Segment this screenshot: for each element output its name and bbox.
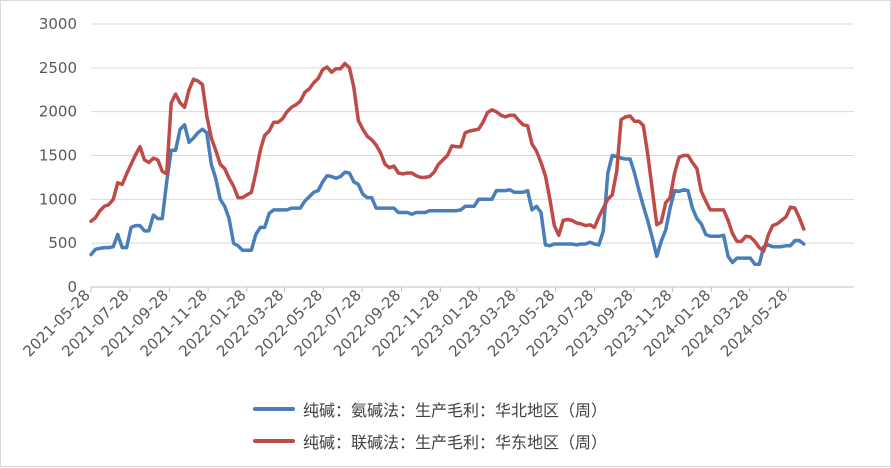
series-line-2 [89, 61, 806, 253]
y-tick-label: 2000 [39, 103, 77, 121]
y-tick-label: 1500 [39, 147, 77, 165]
legend-swatch-series-1 [253, 407, 295, 411]
y-tick-label: 0 [67, 278, 77, 296]
legend-swatch-series-2 [253, 439, 295, 443]
legend-item-series-2: 纯碱：联碱法：生产毛利：华东地区（周） [253, 429, 891, 453]
y-tick-label: 3000 [39, 15, 77, 33]
gridlines [91, 23, 854, 288]
legend-label-series-2: 纯碱：联碱法：生产毛利：华东地区（周） [303, 433, 608, 452]
x-axis: 2021-05-282021-07-282021-09-282021-11-28… [19, 286, 791, 360]
series-line-1 [89, 123, 806, 266]
y-axis: 0 500 1000 1500 2000 2500 3000 [39, 15, 77, 296]
y-tick-label: 2500 [39, 59, 77, 77]
y-tick-label: 500 [48, 234, 77, 252]
legend-item-series-1: 纯碱：氨碱法：生产毛利：华北地区（周） [253, 397, 891, 421]
series-lines [89, 61, 806, 266]
legend-label-series-1: 纯碱：氨碱法：生产毛利：华北地区（周） [303, 401, 608, 420]
y-tick-label: 1000 [39, 190, 77, 208]
